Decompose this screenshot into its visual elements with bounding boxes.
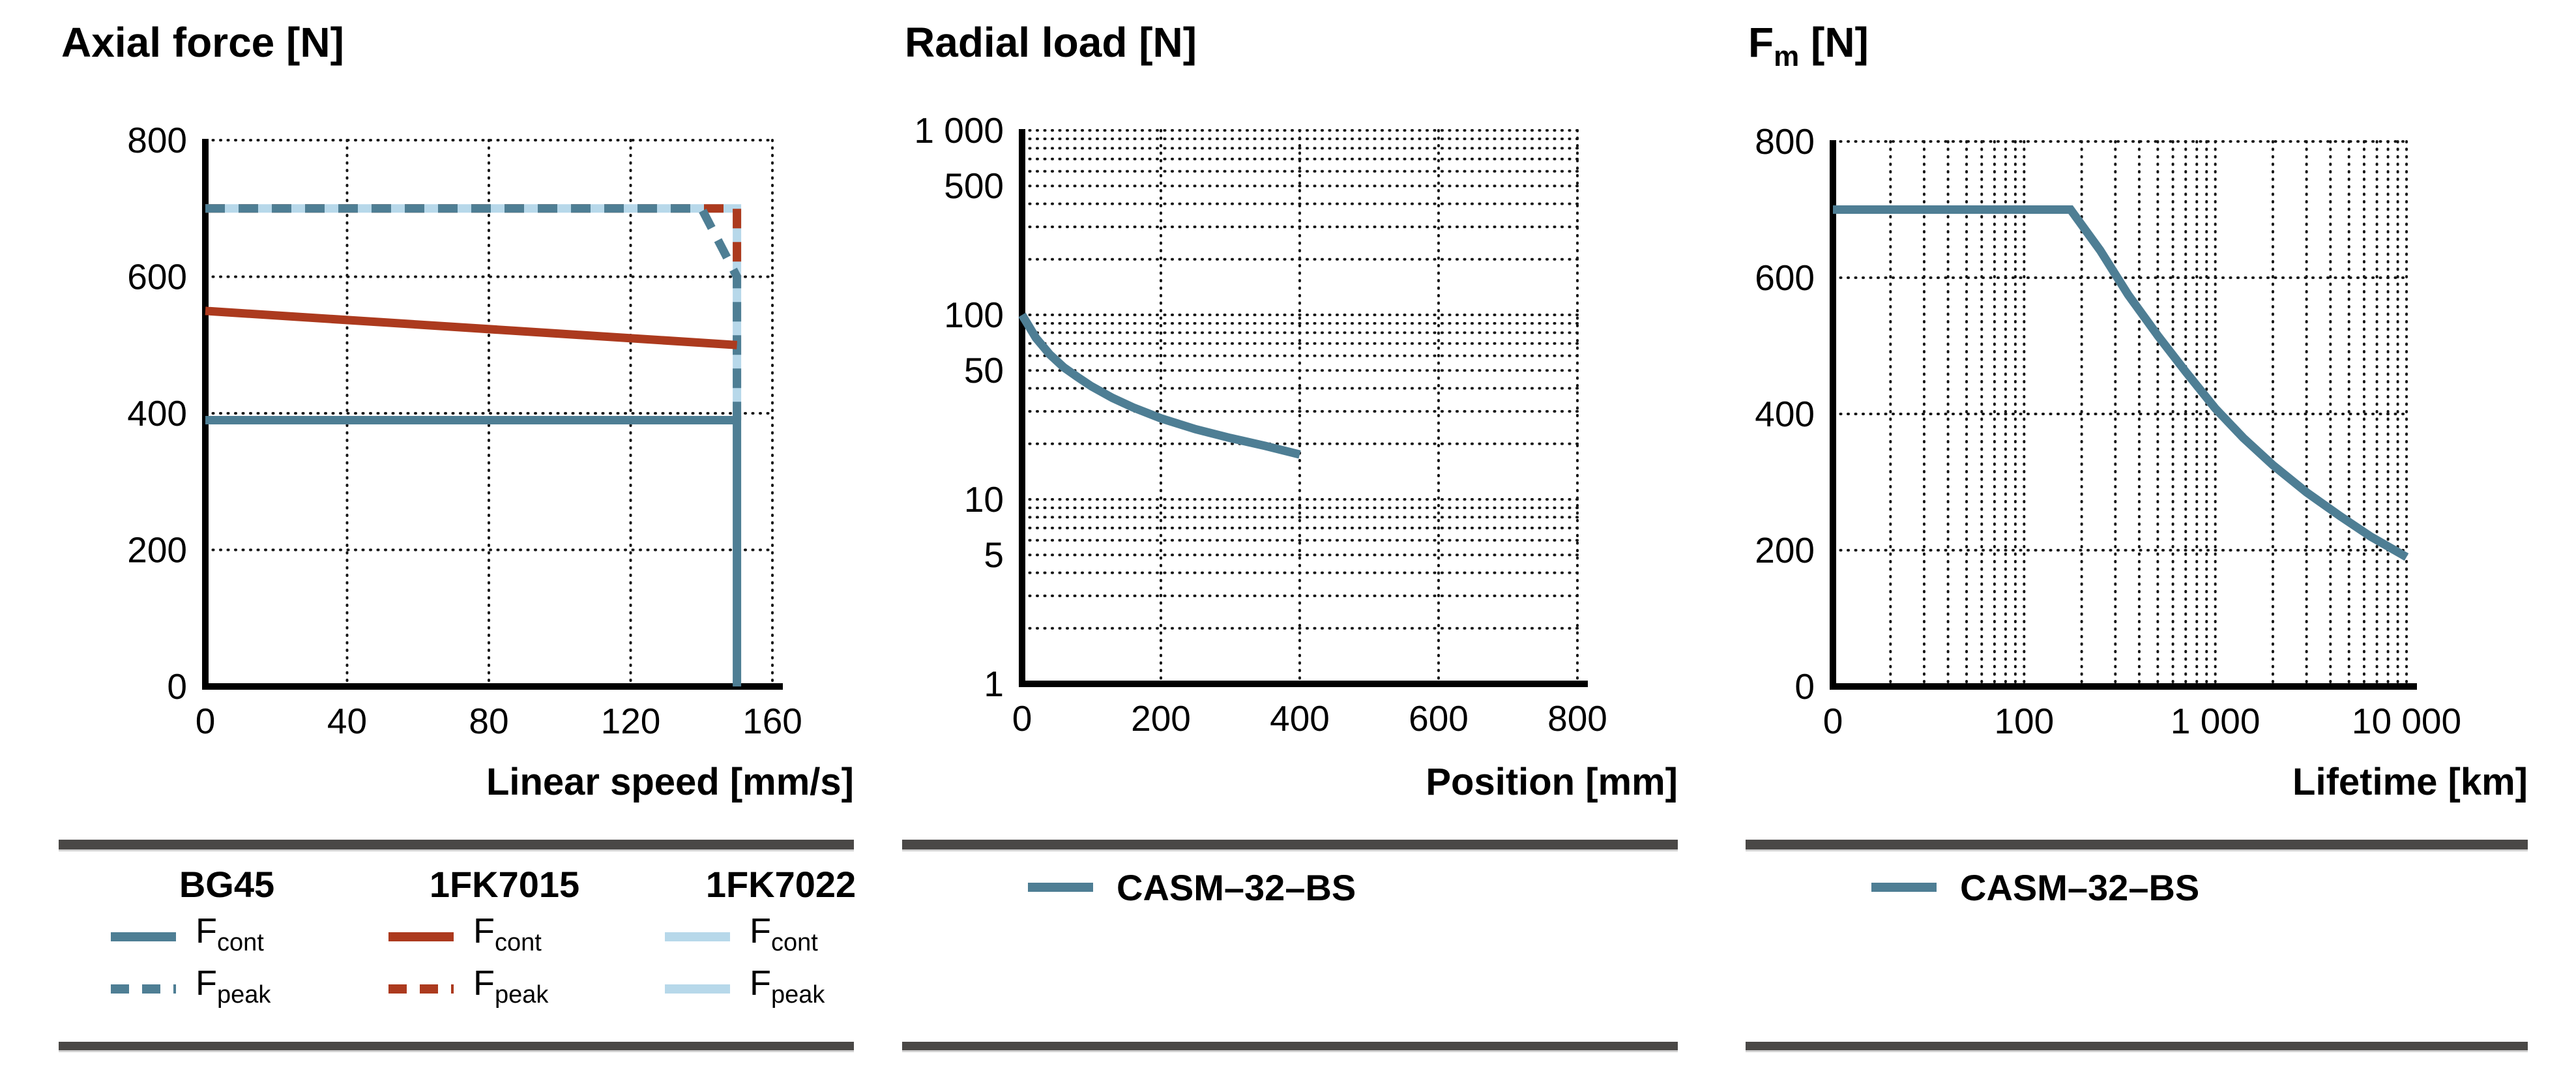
line-swatch-solid <box>665 984 730 994</box>
series-line-1fk7015-f-cont <box>205 306 738 349</box>
x-tick-label: 800 <box>1547 698 1607 739</box>
x-tick-label: 120 <box>601 701 661 741</box>
chart-title-axial-force: Axial force [N] <box>61 18 344 81</box>
line-swatch-solid <box>388 932 454 941</box>
series-line-casm-32-bs <box>1833 205 2409 561</box>
legend-separator-top <box>59 840 854 851</box>
series-line-bg45-f-cont <box>205 416 742 686</box>
y-tick-label: 1 <box>984 664 1004 704</box>
legend-separator-top <box>1746 840 2528 851</box>
legend-label: CASM–32–BS <box>1117 866 1356 908</box>
y-tick-label: 0 <box>1794 666 1815 707</box>
legend-item-casm-32-bs: CASM–32–BS <box>1866 864 2199 910</box>
x-tick-label: 100 <box>1994 701 2054 741</box>
legend-label: Fpeak <box>473 964 549 1009</box>
chart-title-fm: Fm [N] <box>1748 18 1869 81</box>
legend-item: Fcont <box>660 911 818 960</box>
legend-label: Fcont <box>196 911 264 956</box>
legend-label: Fpeak <box>196 964 271 1009</box>
panel-radial-load: Radial load [N] 0 200 400 600 800 1 5 10 50 100 50… <box>902 0 1678 1090</box>
series-line-casm-32-bs <box>1018 312 1301 459</box>
series-line-1fk7015-f-peak <box>205 204 742 277</box>
line-swatch-dashed <box>388 984 454 994</box>
legend-item: Fcont <box>383 911 542 960</box>
y-tick-label: 200 <box>1755 530 1815 570</box>
x-tick-label: 0 <box>196 701 216 741</box>
y-tick-label: 1 000 <box>914 111 1004 151</box>
radial-load-chart-canvas: 0 200 400 600 800 1 5 10 50 100 500 1 000 <box>914 111 1607 739</box>
chart-title-radial-load: Radial load [N] <box>905 18 1197 81</box>
axial-force-chart-canvas: 0 40 80 120 160 0 200 400 600 800 <box>127 120 802 741</box>
line-swatch-solid <box>111 932 176 941</box>
y-tick-label: 400 <box>1755 394 1815 434</box>
x-tick-label: 10 000 <box>2352 701 2461 741</box>
x-tick-label: 600 <box>1409 698 1469 739</box>
title-text: F <box>1748 19 1774 66</box>
x-tick-label: 200 <box>1131 698 1191 739</box>
line-swatch-solid <box>665 932 730 941</box>
line-swatch-solid <box>1871 883 1937 892</box>
legend-label: Fpeak <box>750 964 825 1009</box>
x-axis-unit-label: Linear speed [mm/s] <box>486 761 854 803</box>
x-tick-label: 160 <box>742 701 802 741</box>
legend-label: CASM–32–BS <box>1960 866 2200 908</box>
x-tick-label: 0 <box>1823 701 1843 741</box>
legend-item: Fpeak <box>383 964 549 1012</box>
panel-axial-force: Axial force [N] 0 40 80 120 160 0 200 400 600 800… <box>59 0 856 1090</box>
legend-item: Fpeak <box>106 964 271 1012</box>
y-tick-label: 100 <box>944 295 1004 335</box>
y-tick-label: 200 <box>127 530 187 570</box>
y-tick-label: 5 <box>984 535 1004 575</box>
x-tick-label: 80 <box>469 701 508 741</box>
y-tick-label: 500 <box>944 166 1004 206</box>
legend-item: Fcont <box>106 911 264 960</box>
legend-separator-bottom <box>1746 1042 2528 1052</box>
y-tick-label: 0 <box>167 666 187 707</box>
title-text: Axial force [N] <box>61 19 344 66</box>
title-subscript: m <box>1774 40 1800 72</box>
y-tick-label: 400 <box>127 393 187 434</box>
title-text-post: [N] <box>1799 19 1869 66</box>
legend-separator-bottom <box>902 1042 1678 1052</box>
legend-header: 1FK7022 <box>705 864 856 905</box>
series-line-bg45-f-peak <box>205 204 742 420</box>
y-tick-label: 600 <box>127 257 187 297</box>
x-tick-label: 400 <box>1270 698 1330 739</box>
x-axis-unit-label: Lifetime [km] <box>2292 761 2528 803</box>
x-tick-label: 40 <box>327 701 367 741</box>
legend-label: Fcont <box>750 911 818 956</box>
line-swatch-dashed <box>111 984 176 994</box>
lifetime-chart-canvas: 0 100 1 000 10 000 0 200 400 600 800 <box>1755 121 2461 741</box>
line-swatch-solid <box>1028 883 1093 892</box>
legend-header: BG45 <box>179 864 275 905</box>
legend-separator-top <box>902 840 1678 851</box>
x-axis-unit-label: Position [mm] <box>1426 761 1678 803</box>
legend-label: Fcont <box>473 911 542 956</box>
panel-lifetime: Fm [N] 0 100 1 000 10 000 0 200 400 600 800 Life… <box>1746 0 2528 1090</box>
y-tick-label: 50 <box>964 350 1004 390</box>
legend-item: Fpeak <box>660 964 825 1012</box>
legend-separator-bottom <box>59 1042 854 1052</box>
y-tick-label: 600 <box>1755 258 1815 298</box>
title-text: Radial load [N] <box>905 19 1197 66</box>
x-tick-label: 1 000 <box>2171 701 2261 741</box>
y-tick-label: 10 <box>964 479 1004 520</box>
y-tick-label: 800 <box>127 120 187 160</box>
legend-header: 1FK7015 <box>429 864 580 905</box>
legend-item-casm-32-bs: CASM–32–BS <box>1023 864 1356 910</box>
x-tick-label: 0 <box>1012 698 1032 739</box>
y-tick-label: 800 <box>1755 121 1815 162</box>
